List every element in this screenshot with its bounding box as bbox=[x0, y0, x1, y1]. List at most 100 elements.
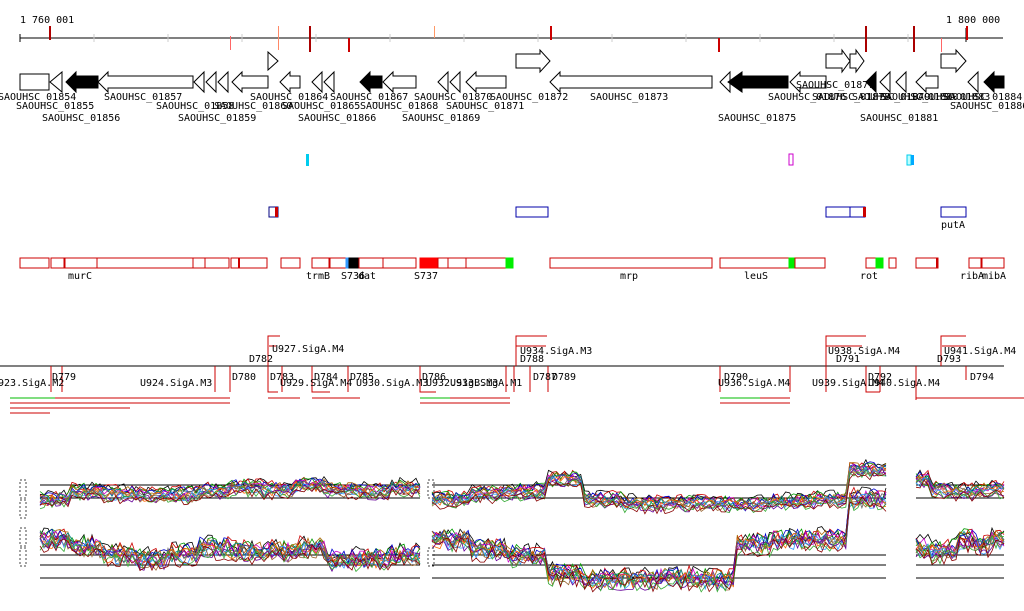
region-box[interactable] bbox=[794, 257, 826, 269]
gene-label[interactable]: SAOUHSC_01881 bbox=[860, 113, 938, 124]
gene-label[interactable]: SAOUHSC_01858 bbox=[156, 101, 234, 112]
promoter-label[interactable]: D784 bbox=[314, 372, 338, 383]
gene-label[interactable]: SAOUHSC_01877 bbox=[796, 80, 874, 91]
promoter-label[interactable]: D789 bbox=[552, 372, 576, 383]
gene-arrow[interactable] bbox=[279, 70, 301, 94]
gene-arrow[interactable] bbox=[382, 70, 417, 94]
region-box[interactable] bbox=[96, 257, 194, 269]
gene-label[interactable]: SAOUHSC_01865 bbox=[282, 101, 360, 112]
gene-arrow[interactable] bbox=[789, 70, 827, 94]
gene-label[interactable]: SAOUHSC_01867 bbox=[330, 92, 408, 103]
region-label[interactable]: trmB bbox=[306, 271, 330, 282]
promoter-label[interactable]: U929.SigA.M4 bbox=[280, 378, 352, 389]
region-box[interactable] bbox=[419, 257, 439, 269]
region-box[interactable] bbox=[19, 257, 50, 269]
promoter-label[interactable]: D779 bbox=[52, 372, 76, 383]
region-box[interactable] bbox=[50, 257, 65, 269]
region-label[interactable]: leuS bbox=[744, 271, 768, 282]
region-label[interactable]: murC bbox=[68, 271, 92, 282]
promoter-label[interactable]: D791 bbox=[836, 354, 860, 365]
gene-arrow[interactable] bbox=[217, 70, 229, 94]
region-box[interactable] bbox=[981, 257, 1005, 269]
gene-arrow[interactable] bbox=[849, 48, 865, 74]
gene-arrow[interactable] bbox=[311, 70, 323, 94]
promoter-label[interactable]: D785 bbox=[350, 372, 374, 383]
promoter-label[interactable]: D788 bbox=[520, 354, 544, 365]
feature-box[interactable] bbox=[515, 206, 549, 218]
region-box[interactable] bbox=[348, 257, 360, 269]
region-box[interactable] bbox=[788, 257, 795, 269]
gene-label[interactable]: SAOUHSC_01860 bbox=[214, 101, 292, 112]
region-box[interactable] bbox=[968, 257, 982, 269]
promoter-label[interactable]: U924.SigA.M3 bbox=[140, 378, 212, 389]
promoter-label[interactable]: U941.SigA.M4 bbox=[944, 346, 1016, 357]
gene-label[interactable]: SAOUHSC_01864 bbox=[250, 92, 328, 103]
gene-label[interactable]: SAOUHSC_01883 bbox=[912, 92, 990, 103]
promoter-label[interactable]: D780 bbox=[232, 372, 256, 383]
promoter-label[interactable]: U927.SigA.M4 bbox=[272, 344, 344, 355]
region-box[interactable] bbox=[719, 257, 790, 269]
marker[interactable] bbox=[911, 155, 914, 165]
promoter-label[interactable]: U938.SigA.M4 bbox=[828, 346, 900, 357]
feature-box[interactable] bbox=[940, 206, 967, 218]
region-box[interactable] bbox=[382, 257, 417, 269]
promoter-label[interactable]: U933.SigA.M1 bbox=[450, 378, 522, 389]
gene-label[interactable]: SAOUHSC_01878 bbox=[812, 92, 890, 103]
gene-arrow[interactable] bbox=[97, 70, 194, 94]
gene-label[interactable]: SAOUHSC_01876 bbox=[768, 92, 846, 103]
region-box[interactable] bbox=[888, 257, 897, 269]
gene-arrow[interactable] bbox=[49, 70, 63, 94]
region-box[interactable] bbox=[280, 257, 301, 269]
region-box[interactable] bbox=[505, 257, 514, 269]
region-box[interactable] bbox=[230, 257, 268, 269]
promoter-label[interactable]: D787 bbox=[533, 372, 557, 383]
gene-arrow[interactable] bbox=[19, 73, 50, 91]
promoter-label[interactable]: U940.SigA.M4 bbox=[868, 378, 940, 389]
gene-arrow[interactable] bbox=[193, 70, 205, 94]
gene-arrow[interactable] bbox=[915, 70, 939, 94]
region-box[interactable] bbox=[549, 257, 713, 269]
gene-arrow[interactable] bbox=[727, 71, 789, 93]
region-box[interactable] bbox=[437, 257, 449, 269]
region-box[interactable] bbox=[64, 257, 98, 269]
gene-label[interactable]: SAOUHSC_01871 bbox=[446, 101, 524, 112]
region-box[interactable] bbox=[875, 257, 884, 269]
promoter-label[interactable]: U932.SigB.M3 bbox=[426, 378, 498, 389]
region-box[interactable] bbox=[329, 257, 347, 269]
gene-arrow[interactable] bbox=[940, 48, 967, 74]
gene-arrow[interactable] bbox=[323, 70, 335, 94]
gene-arrow[interactable] bbox=[359, 70, 383, 94]
gene-arrow[interactable] bbox=[465, 70, 507, 94]
gene-arrow[interactable] bbox=[549, 70, 713, 94]
region-label[interactable]: ribA bbox=[960, 271, 984, 282]
gene-label[interactable]: SAOUHSC_01868 bbox=[360, 101, 438, 112]
region-box[interactable] bbox=[915, 257, 939, 269]
feature-box[interactable] bbox=[825, 206, 866, 218]
gene-label[interactable]: SAOUHSC_01866 bbox=[298, 113, 376, 124]
marker[interactable] bbox=[906, 154, 912, 166]
region-label[interactable]: S736 bbox=[341, 271, 365, 282]
region-label[interactable]: dat bbox=[358, 271, 376, 282]
gene-label[interactable]: SAOUHSC_01870 bbox=[414, 92, 492, 103]
gene-arrow[interactable] bbox=[437, 70, 449, 94]
gene-label[interactable]: SAOUHSC_01855 bbox=[16, 101, 94, 112]
promoter-label[interactable]: U936.SigA.M4 bbox=[718, 378, 790, 389]
gene-arrow[interactable] bbox=[267, 50, 279, 72]
marker[interactable] bbox=[788, 153, 794, 166]
promoter-label[interactable]: D782 bbox=[249, 354, 273, 365]
promoter-label[interactable]: D794 bbox=[970, 372, 994, 383]
region-label[interactable]: mibA bbox=[982, 271, 1006, 282]
promoter-label[interactable]: U934.SigA.M3 bbox=[520, 346, 592, 357]
gene-arrow[interactable] bbox=[879, 70, 891, 94]
gene-arrow[interactable] bbox=[983, 70, 1005, 94]
region-box[interactable] bbox=[358, 257, 384, 269]
gene-label[interactable]: SAOUHSC_01880 bbox=[880, 92, 958, 103]
region-box[interactable] bbox=[465, 257, 507, 269]
gene-arrow[interactable] bbox=[205, 70, 217, 94]
gene-label[interactable]: SAOUHSC_01884 bbox=[944, 92, 1022, 103]
promoter-label[interactable]: U923.SigA.M2 bbox=[0, 378, 64, 389]
region-box[interactable] bbox=[447, 257, 467, 269]
gene-label[interactable]: SAOUHSC_01869 bbox=[402, 113, 480, 124]
gene-label[interactable]: SAOUHSC_01859 bbox=[178, 113, 256, 124]
region-box[interactable] bbox=[204, 257, 230, 269]
